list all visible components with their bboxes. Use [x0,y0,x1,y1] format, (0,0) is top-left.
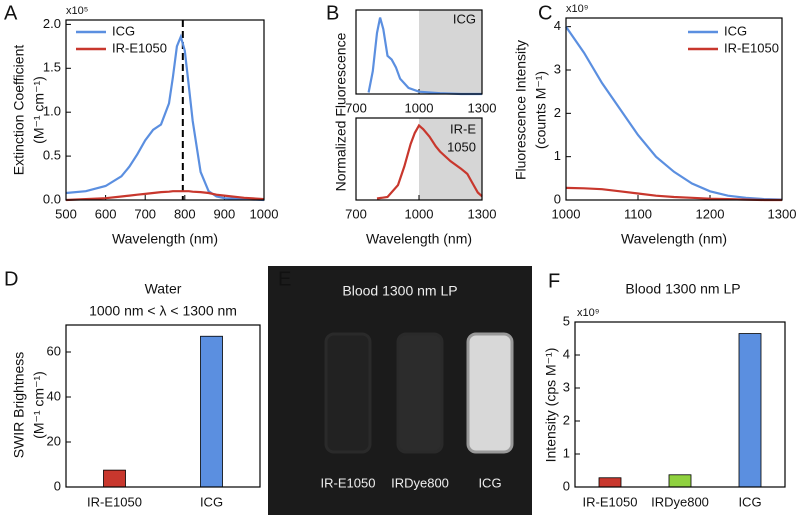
bar [598,477,622,488]
chart-subtitle: 1000 nm < λ < 1300 nm [89,303,237,319]
y-tick-label: 2 [554,105,561,120]
x-tick-label: 1300 [768,206,797,221]
vial [324,332,372,454]
vial [466,332,514,454]
panel-letter: C [538,2,552,24]
legend-label: ICG [724,23,747,38]
x-tick-label: 1000 [552,206,581,221]
y-tick-label: 0.0 [43,191,61,206]
y-axis-label: SWIR Brightness [11,352,27,459]
y-tick-label: 5 [563,313,570,328]
x-tick-label: IR-E1050 [87,494,142,509]
axis-multiplier: x10⁵ [66,5,88,17]
y-axis-label: Fluorescence Intensity [513,40,529,180]
chart-title: Blood 1300 nm LP [342,283,457,299]
y-tick-label: 4 [563,346,570,361]
y-tick-label: 3 [554,61,561,76]
plot-frame [574,321,786,488]
y-tick-label: 1.0 [43,104,61,119]
data-line [376,123,483,200]
data-line [65,33,265,202]
axis-multiplier: x10⁹ [566,3,588,15]
data-line [565,26,783,201]
panel-letter: A [4,2,18,24]
y-tick-label: 60 [47,343,61,358]
vial-label: IR-E1050 [321,475,376,490]
panel-letter: B [326,2,339,24]
y-tick-label: 2.0 [43,16,61,31]
x-tick-label: 700 [345,100,367,115]
x-axis-label: Wavelength (nm) [621,231,727,247]
shaded-region [419,118,482,200]
y-tick-label: 0 [54,478,61,493]
panel-letter: F [548,270,560,292]
x-tick-label: 1300 [468,206,497,221]
x-tick-label: IR-E1050 [583,494,638,509]
legend-label: ICG [112,23,135,38]
annotation: IR-E [450,121,476,136]
y-axis-label: Intensity (cps M⁻¹) [543,348,559,463]
x-tick-label: IRDye800 [651,494,709,509]
y-tick-label: 0 [554,191,561,206]
annotation: ICG [453,11,476,26]
bar [200,335,223,488]
x-tick-label: ICG [200,494,223,509]
y-tick-label: 3 [563,379,570,394]
y-tick-label: 40 [47,388,61,403]
plot-frame [565,17,783,201]
x-tick-label: 500 [55,206,77,221]
x-tick-label: 700 [134,206,156,221]
y-tick-label: 20 [47,433,61,448]
y-axis-label: (M⁻¹ cm⁻¹) [31,76,47,144]
y-tick-label: 2 [563,412,570,427]
plot-frame [65,324,261,488]
bar [738,333,762,488]
y-axis-label: (M⁻¹ cm⁻¹) [31,371,47,439]
x-tick-label: 900 [214,206,236,221]
y-tick-label: 4 [554,18,561,33]
plot-frame [65,19,265,201]
x-tick-label: 700 [345,206,367,221]
legend-label: IR-E1050 [112,40,167,55]
x-axis-label: Wavelength (nm) [112,231,218,247]
annotation: 1050 [447,139,476,154]
bar [668,474,692,488]
y-axis-label: Normalized Fluorescence [333,32,349,191]
panel-letter: E [278,268,291,290]
y-axis-label: Extinction Coefficient [11,45,27,176]
bar [103,469,126,488]
x-tick-label: 1100 [624,206,652,221]
legend-label: IR-E1050 [724,40,779,55]
y-tick-label: 1.5 [43,60,61,75]
x-tick-label: 800 [174,206,196,221]
x-tick-label: 1000 [250,206,279,221]
x-tick-label: 1200 [696,206,725,221]
x-tick-label: 600 [95,206,117,221]
vial-label: IRDye800 [391,475,449,490]
y-tick-label: 1 [554,148,561,163]
data-line [367,17,482,96]
vial-label: ICG [478,475,501,490]
y-tick-label: 0 [563,478,570,493]
plot-frame [355,117,483,201]
y-tick-label: 1 [563,445,570,460]
panel-letter: D [4,268,18,290]
axis-multiplier: x10⁹ [577,307,599,319]
vial [396,332,444,454]
x-tick-label: ICG [738,494,761,509]
y-tick-label: 0.5 [43,148,61,163]
x-tick-label: 1300 [468,100,497,115]
data-line [65,190,265,202]
chart-title: Blood 1300 nm LP [625,281,740,297]
y-axis-label: (counts M⁻¹) [533,71,549,149]
x-tick-label: 1000 [405,100,434,115]
plot-frame [355,9,483,95]
x-tick-label: 1000 [405,206,434,221]
chart-title: Water [145,281,182,297]
shaded-region [419,10,482,94]
x-axis-label: Wavelength (nm) [366,231,472,247]
